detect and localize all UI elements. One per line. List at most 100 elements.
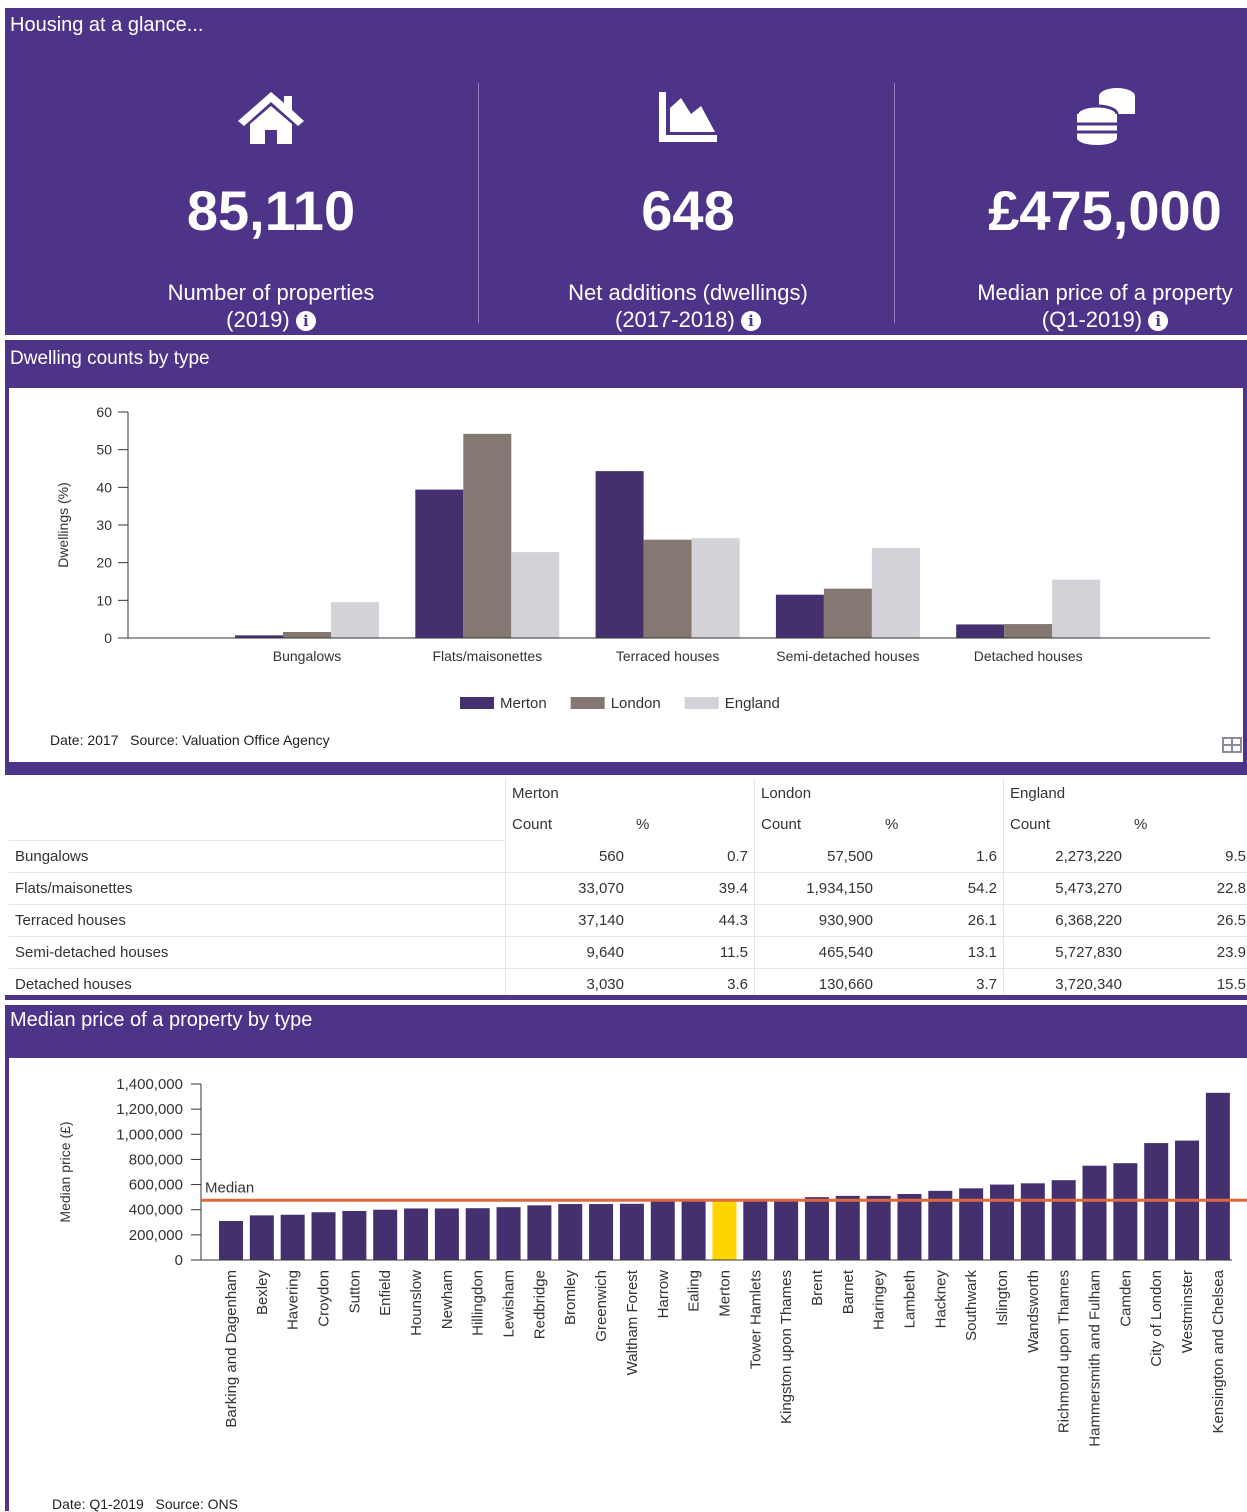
bar [373, 1210, 397, 1260]
table-cell: 1.6 [879, 841, 1004, 873]
y-tick-label: 0 [104, 630, 112, 646]
footnote: Date: 2017 Source: Valuation Office Agen… [50, 732, 330, 748]
bar [824, 589, 872, 638]
date: Date: Q1-2019 [52, 1496, 144, 1512]
x-tick-label: Hillingdon [470, 1270, 487, 1336]
y-tick-label: 50 [96, 442, 112, 458]
x-tick-label: Tower Hamlets [747, 1270, 764, 1369]
table-cell: 44.3 [630, 905, 755, 937]
table-cell: 3.6 [630, 969, 755, 996]
y-tick-label: 20 [96, 555, 112, 571]
x-tick-label: Lambeth [901, 1270, 918, 1328]
bar [404, 1208, 428, 1260]
y-tick-label: 600,000 [129, 1177, 183, 1194]
bar [867, 1196, 891, 1260]
bar [219, 1221, 243, 1260]
y-tick-label: 400,000 [129, 1202, 183, 1219]
x-tick-label: Croydon [316, 1270, 333, 1327]
bar [836, 1196, 860, 1260]
table-cell: 465,540 [755, 937, 880, 969]
bar [466, 1208, 490, 1260]
x-tick-label: Hackney [932, 1270, 949, 1329]
table-cell: 26.5 [1128, 905, 1247, 937]
subheader: % [630, 809, 755, 841]
y-tick-label: 200,000 [129, 1227, 183, 1244]
x-tick-label: City of London [1148, 1270, 1165, 1367]
header-cell [9, 778, 506, 809]
table-cell: 54.2 [879, 873, 1004, 905]
bar [1083, 1166, 1107, 1260]
bar [342, 1211, 366, 1260]
table-cell: 5,473,270 [1004, 873, 1129, 905]
bar [692, 538, 740, 638]
table-cell: 2,273,220 [1004, 841, 1129, 873]
x-tick-label: Waltham Forest [624, 1269, 641, 1375]
legend-label: Merton [500, 695, 547, 712]
group-header: Merton [506, 778, 755, 809]
table-cell: 37,140 [506, 905, 631, 937]
bar [1052, 580, 1100, 638]
x-tick-label: Newham [439, 1270, 456, 1329]
bar [558, 1204, 582, 1260]
table-cell: 22.8 [1128, 873, 1247, 905]
y-tick-label: 30 [96, 517, 112, 533]
table-cell: 9.5 [1128, 841, 1247, 873]
bar [743, 1199, 767, 1260]
x-tick-label: Bungalows [273, 648, 342, 664]
bar [644, 540, 692, 638]
x-tick-label: Kensington and Chelsea [1210, 1269, 1227, 1433]
table-cell: 26.1 [879, 905, 1004, 937]
table-cell: 1,934,150 [755, 873, 880, 905]
table-icon[interactable] [1222, 737, 1242, 753]
x-tick-label: Sutton [346, 1270, 363, 1313]
border [5, 995, 1247, 1000]
x-tick-label: Bexley [254, 1270, 271, 1316]
bar [712, 1200, 736, 1260]
y-tick-label: 800,000 [129, 1151, 183, 1168]
bar [463, 434, 511, 638]
x-tick-label: Hammersmith and Fulham [1087, 1270, 1104, 1447]
bar [651, 1201, 675, 1260]
table-cell: 39.4 [630, 873, 755, 905]
group-header: London [755, 778, 1004, 809]
x-tick-label: Detached houses [974, 648, 1083, 664]
x-tick-label: Camden [1117, 1270, 1134, 1327]
bar [776, 595, 824, 638]
table-cell: 33,070 [506, 873, 631, 905]
y-tick-label: 10 [96, 592, 112, 608]
bar [1206, 1093, 1230, 1260]
bar [250, 1215, 274, 1260]
x-tick-label: Semi-detached houses [776, 648, 919, 664]
header-cell [9, 809, 506, 841]
table-cell: 13.1 [879, 937, 1004, 969]
subheader: % [879, 809, 1004, 841]
table-subheader-row: Count%Count%Count% [9, 809, 1247, 841]
bar [283, 632, 331, 638]
y-tick-label: 40 [96, 479, 112, 495]
y-tick-label: 1,200,000 [116, 1101, 183, 1118]
x-tick-label: Hounslow [408, 1270, 425, 1336]
bar [1021, 1183, 1045, 1260]
subheader: Count [755, 809, 880, 841]
x-tick-label: Islington [994, 1270, 1011, 1326]
legend-swatch [571, 697, 605, 709]
bar [589, 1204, 613, 1260]
bar [1052, 1180, 1076, 1260]
bar [774, 1199, 798, 1260]
subheader: Count [506, 809, 631, 841]
x-tick-label: Richmond upon Thames [1056, 1270, 1073, 1433]
legend-label: London [611, 695, 661, 712]
table-cell: 930,900 [755, 905, 880, 937]
bar [990, 1185, 1014, 1260]
bar [415, 490, 463, 638]
bar [620, 1204, 644, 1260]
bar [897, 1194, 921, 1260]
table-cell: 23.9 [1128, 937, 1247, 969]
x-tick-label: Greenwich [593, 1270, 610, 1342]
table-cell: Semi-detached houses [9, 937, 506, 969]
